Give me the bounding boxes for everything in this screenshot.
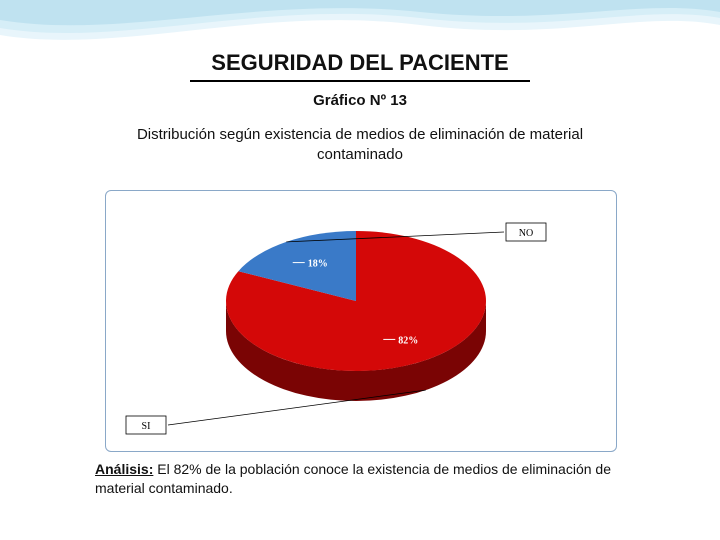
title-underline: [190, 80, 530, 82]
pct-label-si: 82%: [398, 335, 418, 346]
callout-no: NO: [519, 228, 533, 239]
distribution-heading: Distribución según existencia de medios …: [100, 125, 620, 164]
pie-chart-frame: 82% 18% NO SI: [105, 190, 617, 452]
callout-si: SI: [142, 421, 151, 432]
slide: SEGURIDAD DEL PACIENTE Gráfico Nº 13 Dis…: [0, 0, 720, 540]
graphic-number: Gráfico Nº 13: [0, 92, 720, 109]
analysis-lead: Análisis:: [95, 461, 153, 477]
pct-label-no: 18%: [308, 259, 328, 270]
analysis-text: Análisis: El 82% de la población conoce …: [95, 460, 625, 498]
page-title: SEGURIDAD DEL PACIENTE: [0, 50, 720, 76]
pie-chart: 82% 18% NO SI: [106, 191, 616, 451]
leader-si: [168, 390, 426, 425]
analysis-body: El 82% de la población conoce la existen…: [95, 461, 611, 496]
